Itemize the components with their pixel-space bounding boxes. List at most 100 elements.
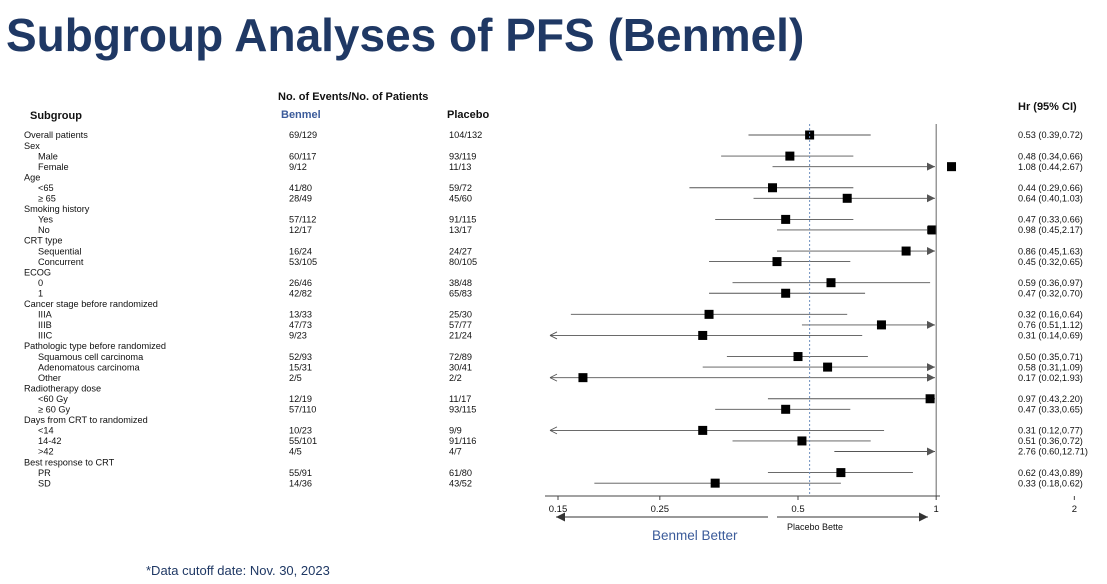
hr-ci-value: 0.59 (0.36,0.97) <box>1018 278 1083 288</box>
subgroup-header-label: Smoking history <box>24 204 90 214</box>
subgroup-header-label: Best response to CRT <box>24 457 115 467</box>
hr-point <box>704 309 714 319</box>
benmel-events: 53/105 <box>289 257 317 267</box>
benmel-events: 15/31 <box>289 362 312 372</box>
benmel-events: 52/93 <box>289 352 312 362</box>
subgroup-label: IIIC <box>38 331 53 341</box>
subgroup-label: IIIA <box>38 310 53 320</box>
subgroup-header-label: Radiotherapy dose <box>24 383 101 393</box>
hr-point <box>578 373 588 383</box>
subgroup-header-label: Pathologic type before randomized <box>24 341 166 351</box>
placebo-events: 104/132 <box>449 130 482 140</box>
subgroup-header-label: CRT type <box>24 236 62 246</box>
hr-ci-value: 0.98 (0.45,2.17) <box>1018 225 1083 235</box>
hr-point <box>793 352 803 362</box>
subgroup-label: PR <box>38 468 51 478</box>
hr-ci-value: 0.32 (0.16,0.64) <box>1018 310 1083 320</box>
ci-right-arrow <box>927 363 935 372</box>
benmel-events: 55/91 <box>289 468 312 478</box>
subgroup-header-label: Age <box>24 172 40 182</box>
placebo-events: 13/17 <box>449 225 472 235</box>
placebo-events: 57/77 <box>449 320 472 330</box>
hr-point <box>876 320 886 330</box>
hr-ci-value: 0.50 (0.35,0.71) <box>1018 352 1083 362</box>
subgroup-label: SD <box>38 478 51 488</box>
hr-ci-value: 0.97 (0.43,2.20) <box>1018 394 1083 404</box>
hr-ci-value: 0.31 (0.12,0.77) <box>1018 426 1083 436</box>
hr-ci-value: 0.48 (0.34,0.66) <box>1018 151 1083 161</box>
placebo-events: 38/48 <box>449 278 472 288</box>
x-tick-label: 0.5 <box>791 504 804 515</box>
benmel-events: 9/23 <box>289 331 307 341</box>
subgroup-label: Concurrent <box>38 257 84 267</box>
subgroup-label: ≥ 65 <box>38 194 56 204</box>
subgroup-header-label: Sex <box>24 141 40 151</box>
placebo-events: 61/80 <box>449 468 472 478</box>
hr-ci-value: 0.51 (0.36,0.72) <box>1018 436 1083 446</box>
subgroup-header-label: ECOG <box>24 267 51 277</box>
hr-ci-value: 0.47 (0.32,0.70) <box>1018 288 1083 298</box>
subgroup-label: 0 <box>38 278 43 288</box>
subgroup-header-label: Cancer stage before randomized <box>24 299 158 309</box>
placebo-events: 11/17 <box>449 394 471 404</box>
hr-point <box>768 183 778 193</box>
subgroup-label: <14 <box>38 426 54 436</box>
events-header: No. of Events/No. of Patients <box>278 91 428 103</box>
hr-point <box>785 151 795 161</box>
benmel-better-arrowhead <box>556 512 565 522</box>
placebo-events: 2/2 <box>449 373 462 383</box>
benmel-header: Benmel <box>281 109 321 121</box>
hr-point <box>698 425 708 435</box>
placebo-header: Placebo <box>447 109 489 121</box>
hr-point <box>698 330 708 340</box>
hr-ci-value: 0.33 (0.18,0.62) <box>1018 478 1083 488</box>
benmel-better-label: Benmel Better <box>652 528 738 543</box>
subgroup-label: No <box>38 225 50 235</box>
subgroup-label: Squamous cell carcinoma <box>38 352 144 362</box>
benmel-events: 4/5 <box>289 447 302 457</box>
ci-right-arrow <box>927 194 935 203</box>
hr-ci-value: 0.47 (0.33,0.65) <box>1018 405 1083 415</box>
subgroup-label: Overall patients <box>24 130 88 140</box>
hr-point <box>710 478 720 488</box>
ci-left-arrow <box>549 373 558 382</box>
subgroup-label: Male <box>38 151 58 161</box>
subgroup-label: IIIB <box>38 320 52 330</box>
hr-point <box>901 246 911 256</box>
benmel-events: 57/110 <box>289 405 316 415</box>
subgroup-header-label: Days from CRT to randomized <box>24 415 148 425</box>
ci-right-arrow <box>927 320 935 329</box>
hr-point <box>836 468 846 478</box>
benmel-events: 28/49 <box>289 194 312 204</box>
placebo-events: 21/24 <box>449 331 472 341</box>
page-title: Subgroup Analyses of PFS (Benmel) <box>6 9 805 61</box>
placebo-events: 4/7 <box>449 447 462 457</box>
subgroup-label: 1 <box>38 288 43 298</box>
benmel-events: 60/117 <box>289 151 316 161</box>
benmel-events: 10/23 <box>289 426 312 436</box>
ci-left-arrow <box>549 426 558 435</box>
hr-point <box>772 257 782 267</box>
hr-ci-value: 0.76 (0.51,1.12) <box>1018 320 1083 330</box>
benmel-events: 14/36 <box>289 478 312 488</box>
placebo-better-arrowhead <box>919 512 928 522</box>
ci-right-arrow <box>927 247 935 256</box>
benmel-events: 57/112 <box>289 215 316 225</box>
ci-left-arrow <box>549 331 558 340</box>
hr-ci-value: 1.08 (0.44,2.67) <box>1018 162 1083 172</box>
subgroup-header: Subgroup <box>30 110 82 122</box>
hr-ci-value: 0.44 (0.29,0.66) <box>1018 183 1083 193</box>
placebo-events: 93/115 <box>449 405 476 415</box>
hr-point <box>826 278 836 288</box>
placebo-events: 45/60 <box>449 194 472 204</box>
placebo-events: 65/83 <box>449 288 472 298</box>
benmel-events: 47/73 <box>289 320 312 330</box>
hr-point <box>797 436 807 446</box>
benmel-events: 9/12 <box>289 162 307 172</box>
benmel-events: 12/19 <box>289 394 312 404</box>
x-tick-label: 2 <box>1072 504 1077 515</box>
benmel-events: 26/46 <box>289 278 312 288</box>
benmel-events: 12/17 <box>289 225 312 235</box>
subgroup-label: Yes <box>38 215 53 225</box>
